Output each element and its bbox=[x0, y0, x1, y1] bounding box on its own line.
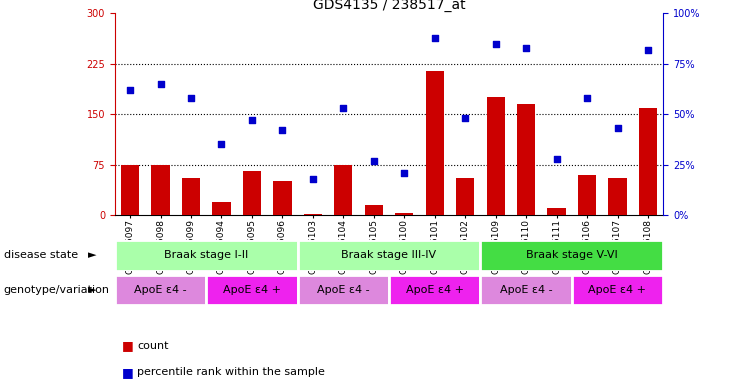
Text: percentile rank within the sample: percentile rank within the sample bbox=[137, 367, 325, 377]
Bar bbox=[395, 213, 413, 215]
Bar bbox=[115, 240, 298, 271]
Text: Braak stage I-II: Braak stage I-II bbox=[164, 250, 248, 260]
Point bbox=[124, 87, 136, 93]
Bar bbox=[480, 240, 663, 271]
Bar bbox=[578, 175, 597, 215]
Text: ■: ■ bbox=[122, 366, 134, 379]
Text: ApoE ε4 -: ApoE ε4 - bbox=[134, 285, 187, 295]
Point bbox=[368, 157, 379, 164]
Point bbox=[429, 35, 441, 41]
Point bbox=[611, 125, 623, 131]
Bar bbox=[425, 71, 444, 215]
Point bbox=[276, 127, 288, 134]
Bar bbox=[243, 171, 261, 215]
Bar bbox=[334, 165, 353, 215]
Bar bbox=[213, 202, 230, 215]
Point bbox=[459, 115, 471, 121]
Point bbox=[399, 170, 411, 176]
Text: count: count bbox=[137, 341, 169, 351]
Bar bbox=[456, 178, 474, 215]
Text: ■: ■ bbox=[122, 339, 134, 352]
Bar bbox=[517, 104, 535, 215]
Text: Braak stage III-IV: Braak stage III-IV bbox=[342, 250, 436, 260]
Point bbox=[155, 81, 167, 87]
Text: genotype/variation: genotype/variation bbox=[4, 285, 110, 295]
Bar bbox=[572, 275, 663, 305]
Bar bbox=[298, 240, 480, 271]
Bar bbox=[480, 275, 572, 305]
Point bbox=[216, 141, 227, 147]
Point bbox=[337, 105, 349, 111]
Point bbox=[246, 117, 258, 123]
Text: ApoE ε4 +: ApoE ε4 + bbox=[406, 285, 464, 295]
Bar bbox=[151, 165, 170, 215]
Bar bbox=[273, 182, 291, 215]
Bar bbox=[182, 178, 200, 215]
Text: ►: ► bbox=[88, 250, 97, 260]
Bar bbox=[608, 178, 627, 215]
Title: GDS4135 / 238517_at: GDS4135 / 238517_at bbox=[313, 0, 465, 12]
Text: ApoE ε4 -: ApoE ε4 - bbox=[317, 285, 370, 295]
Text: disease state: disease state bbox=[4, 250, 78, 260]
Bar bbox=[548, 208, 565, 215]
Bar bbox=[304, 214, 322, 215]
Point bbox=[642, 47, 654, 53]
Bar bbox=[389, 275, 480, 305]
Bar bbox=[487, 98, 505, 215]
Bar bbox=[121, 165, 139, 215]
Bar bbox=[115, 275, 206, 305]
Point bbox=[490, 41, 502, 47]
Text: ApoE ε4 +: ApoE ε4 + bbox=[588, 285, 646, 295]
Point bbox=[185, 95, 197, 101]
Text: ApoE ε4 -: ApoE ε4 - bbox=[499, 285, 553, 295]
Point bbox=[581, 95, 593, 101]
Point bbox=[551, 156, 562, 162]
Point bbox=[307, 176, 319, 182]
Bar bbox=[365, 205, 383, 215]
Bar bbox=[206, 275, 298, 305]
Bar bbox=[639, 108, 657, 215]
Text: Braak stage V-VI: Braak stage V-VI bbox=[526, 250, 618, 260]
Bar bbox=[298, 275, 389, 305]
Point bbox=[520, 45, 532, 51]
Text: ►: ► bbox=[88, 285, 97, 295]
Text: ApoE ε4 +: ApoE ε4 + bbox=[223, 285, 281, 295]
